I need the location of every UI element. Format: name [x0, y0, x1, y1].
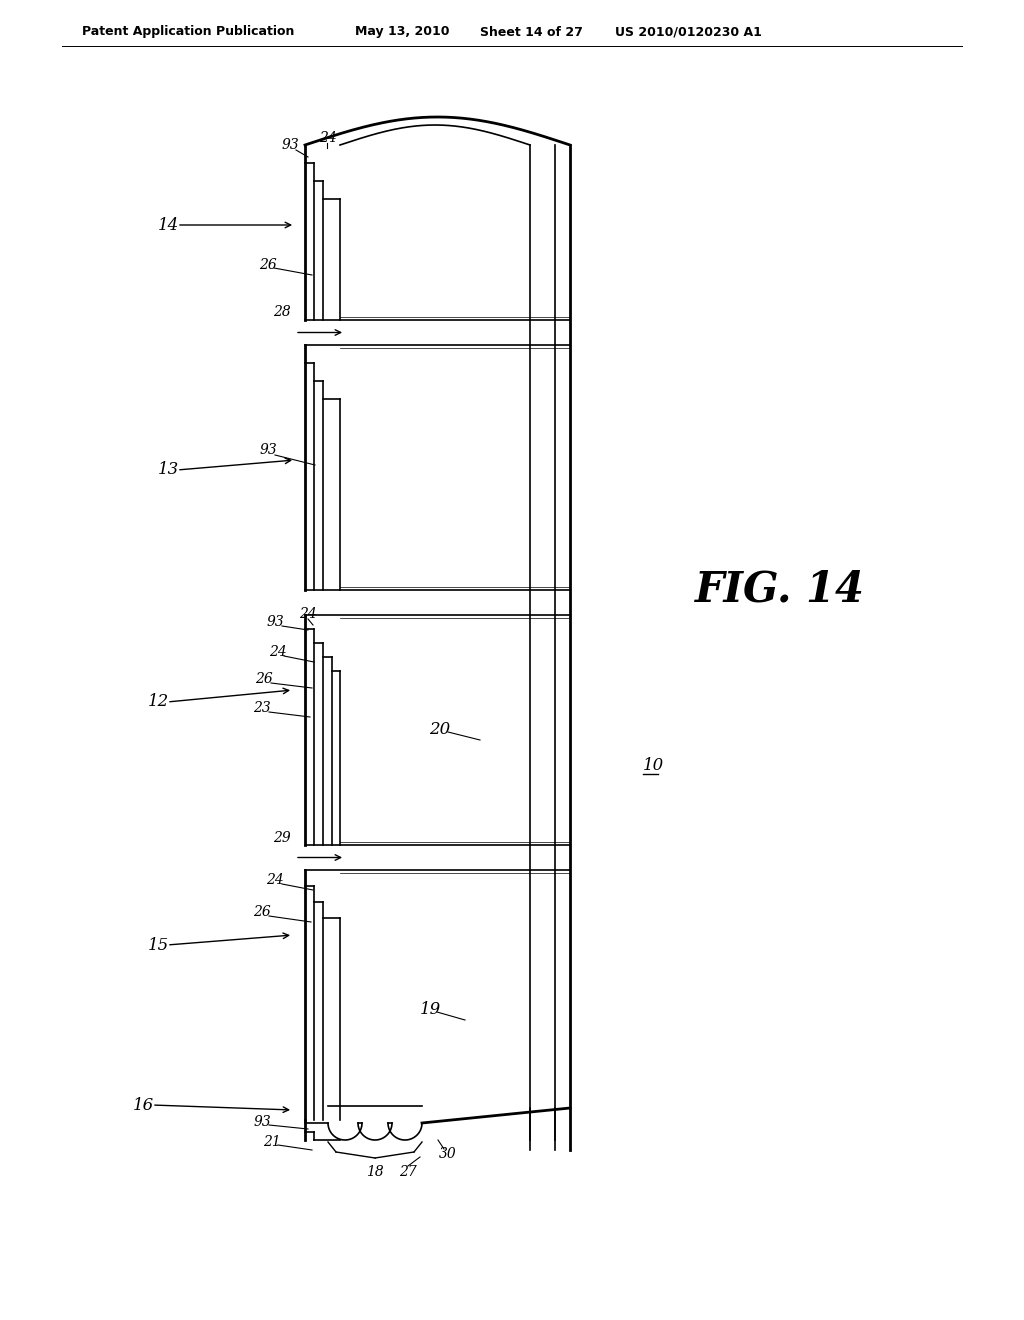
Text: 19: 19 [420, 1002, 440, 1019]
Text: 93: 93 [253, 1115, 271, 1129]
Text: 13: 13 [158, 462, 178, 479]
Text: May 13, 2010: May 13, 2010 [355, 25, 450, 38]
Text: 24: 24 [299, 607, 316, 620]
Text: US 2010/0120230 A1: US 2010/0120230 A1 [615, 25, 762, 38]
Text: 30: 30 [439, 1147, 457, 1162]
Text: 93: 93 [266, 615, 284, 630]
Text: 14: 14 [158, 216, 178, 234]
Text: Sheet 14 of 27: Sheet 14 of 27 [480, 25, 583, 38]
Text: 26: 26 [255, 672, 272, 686]
Text: 28: 28 [273, 305, 291, 319]
Text: 20: 20 [429, 722, 451, 738]
Text: 24: 24 [319, 131, 337, 145]
Text: 10: 10 [643, 756, 665, 774]
Text: 24: 24 [269, 645, 287, 659]
Text: Patent Application Publication: Patent Application Publication [82, 25, 294, 38]
Text: 15: 15 [147, 936, 169, 953]
Text: 26: 26 [259, 257, 276, 272]
Text: 12: 12 [147, 693, 169, 710]
Text: 16: 16 [132, 1097, 154, 1114]
Text: 21: 21 [263, 1135, 281, 1148]
Text: 23: 23 [253, 701, 271, 715]
Text: 27: 27 [399, 1166, 417, 1179]
Text: 29: 29 [273, 830, 291, 845]
Text: 26: 26 [253, 906, 271, 919]
Text: 18: 18 [367, 1166, 384, 1179]
Text: 93: 93 [282, 139, 299, 152]
Text: 93: 93 [259, 444, 276, 457]
Text: FIG. 14: FIG. 14 [695, 569, 865, 611]
Text: 24: 24 [266, 873, 284, 887]
